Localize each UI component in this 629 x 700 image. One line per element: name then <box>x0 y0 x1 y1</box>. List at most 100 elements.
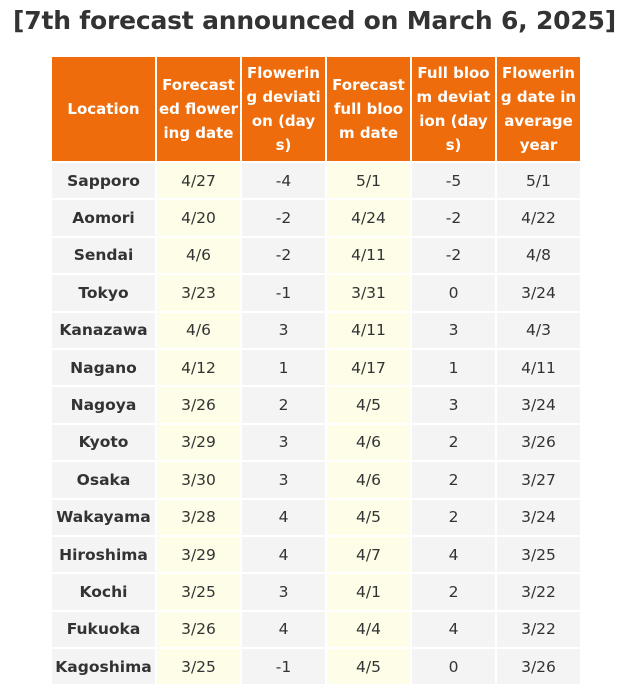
flowering-deviation-cell: -1 <box>242 275 325 311</box>
location-cell: Sapporo <box>52 163 155 199</box>
full-bloom-date-cell: 4/24 <box>327 200 410 236</box>
flowering-date-cell: 3/25 <box>157 649 240 685</box>
flowering-date-cell: 3/25 <box>157 574 240 610</box>
full-bloom-date-cell: 4/4 <box>327 611 410 648</box>
flowering-date-cell: 3/30 <box>157 462 240 498</box>
full-bloom-deviation-cell: 4 <box>412 611 495 648</box>
table-row: Sendai 4/6 -2 4/11 -2 4/8 <box>52 237 580 274</box>
table-row: Osaka 3/30 3 4/6 2 3/27 <box>52 462 580 498</box>
header-average-flowering-date: Flowering date in average year <box>497 57 580 161</box>
full-bloom-deviation-cell: 2 <box>412 574 495 610</box>
full-bloom-deviation-cell: 0 <box>412 649 495 685</box>
full-bloom-deviation-cell: 3 <box>412 387 495 423</box>
full-bloom-date-cell: 4/1 <box>327 574 410 610</box>
location-cell: Kochi <box>52 574 155 610</box>
flowering-deviation-cell: 1 <box>242 349 325 386</box>
full-bloom-date-cell: 4/7 <box>327 536 410 573</box>
average-date-cell: 3/24 <box>497 387 580 423</box>
flowering-deviation-cell: 3 <box>242 424 325 461</box>
location-cell: Kagoshima <box>52 649 155 685</box>
flowering-date-cell: 4/6 <box>157 312 240 348</box>
full-bloom-date-cell: 5/1 <box>327 163 410 199</box>
location-cell: Nagoya <box>52 387 155 423</box>
flowering-deviation-cell: 4 <box>242 611 325 648</box>
flowering-date-cell: 4/6 <box>157 237 240 274</box>
flowering-date-cell: 3/23 <box>157 275 240 311</box>
table-row: Aomori 4/20 -2 4/24 -2 4/22 <box>52 200 580 236</box>
table-row: Kyoto 3/29 3 4/6 2 3/26 <box>52 424 580 461</box>
table-row: Nagano 4/12 1 4/17 1 4/11 <box>52 349 580 386</box>
average-date-cell: 3/26 <box>497 649 580 685</box>
full-bloom-date-cell: 4/5 <box>327 499 410 535</box>
table-row: Kochi 3/25 3 4/1 2 3/22 <box>52 574 580 610</box>
flowering-deviation-cell: -2 <box>242 237 325 274</box>
header-forecasted-flowering-date: Forecasted flowering date <box>157 57 240 161</box>
location-cell: Kanazawa <box>52 312 155 348</box>
table-row: Hiroshima 3/29 4 4/7 4 3/25 <box>52 536 580 573</box>
full-bloom-date-cell: 4/17 <box>327 349 410 386</box>
header-location: Location <box>52 57 155 161</box>
full-bloom-deviation-cell: 0 <box>412 275 495 311</box>
flowering-deviation-cell: 2 <box>242 387 325 423</box>
flowering-date-cell: 4/12 <box>157 349 240 386</box>
average-date-cell: 3/24 <box>497 499 580 535</box>
full-bloom-deviation-cell: 2 <box>412 424 495 461</box>
table-row: Nagoya 3/26 2 4/5 3 3/24 <box>52 387 580 423</box>
flowering-date-cell: 3/28 <box>157 499 240 535</box>
full-bloom-date-cell: 4/5 <box>327 387 410 423</box>
full-bloom-date-cell: 4/6 <box>327 424 410 461</box>
location-cell: Kyoto <box>52 424 155 461</box>
average-date-cell: 5/1 <box>497 163 580 199</box>
table-row: Sapporo 4/27 -4 5/1 -5 5/1 <box>52 163 580 199</box>
full-bloom-date-cell: 4/11 <box>327 312 410 348</box>
average-date-cell: 4/11 <box>497 349 580 386</box>
full-bloom-deviation-cell: 1 <box>412 349 495 386</box>
table-row: Fukuoka 3/26 4 4/4 4 3/22 <box>52 611 580 648</box>
flowering-deviation-cell: -2 <box>242 200 325 236</box>
average-date-cell: 3/24 <box>497 275 580 311</box>
full-bloom-date-cell: 4/6 <box>327 462 410 498</box>
average-date-cell: 3/22 <box>497 574 580 610</box>
full-bloom-date-cell: 4/5 <box>327 649 410 685</box>
full-bloom-deviation-cell: 4 <box>412 536 495 573</box>
table-row: Wakayama 3/28 4 4/5 2 3/24 <box>52 499 580 535</box>
full-bloom-deviation-cell: 2 <box>412 462 495 498</box>
forecast-table: Location Forecasted flowering date Flowe… <box>50 55 582 686</box>
location-cell: Hiroshima <box>52 536 155 573</box>
header-full-bloom-deviation: Full bloom deviation (days) <box>412 57 495 161</box>
flowering-date-cell: 4/27 <box>157 163 240 199</box>
table-header: Location Forecasted flowering date Flowe… <box>52 57 580 161</box>
header-flowering-deviation: Flowering deviation (days) <box>242 57 325 161</box>
full-bloom-deviation-cell: -5 <box>412 163 495 199</box>
average-date-cell: 3/27 <box>497 462 580 498</box>
average-date-cell: 3/25 <box>497 536 580 573</box>
flowering-deviation-cell: -1 <box>242 649 325 685</box>
flowering-date-cell: 4/20 <box>157 200 240 236</box>
flowering-deviation-cell: -4 <box>242 163 325 199</box>
average-date-cell: 4/8 <box>497 237 580 274</box>
table-body: Sapporo 4/27 -4 5/1 -5 5/1 Aomori 4/20 -2 4/24 -2 4… <box>52 163 580 685</box>
flowering-deviation-cell: 3 <box>242 462 325 498</box>
location-cell: Nagano <box>52 349 155 386</box>
page-title: [7th forecast announced on March 6, 2025… <box>13 6 616 35</box>
table-row: Kagoshima 3/25 -1 4/5 0 3/26 <box>52 649 580 685</box>
flowering-date-cell: 3/26 <box>157 611 240 648</box>
flowering-deviation-cell: 3 <box>242 574 325 610</box>
flowering-deviation-cell: 3 <box>242 312 325 348</box>
full-bloom-date-cell: 4/11 <box>327 237 410 274</box>
flowering-date-cell: 3/26 <box>157 387 240 423</box>
average-date-cell: 3/22 <box>497 611 580 648</box>
location-cell: Tokyo <box>52 275 155 311</box>
full-bloom-deviation-cell: 2 <box>412 499 495 535</box>
full-bloom-date-cell: 3/31 <box>327 275 410 311</box>
location-cell: Wakayama <box>52 499 155 535</box>
table-row: Kanazawa 4/6 3 4/11 3 4/3 <box>52 312 580 348</box>
full-bloom-deviation-cell: -2 <box>412 237 495 274</box>
flowering-date-cell: 3/29 <box>157 424 240 461</box>
flowering-deviation-cell: 4 <box>242 499 325 535</box>
flowering-date-cell: 3/29 <box>157 536 240 573</box>
average-date-cell: 3/26 <box>497 424 580 461</box>
location-cell: Osaka <box>52 462 155 498</box>
header-row: Location Forecasted flowering date Flowe… <box>52 57 580 161</box>
table-row: Tokyo 3/23 -1 3/31 0 3/24 <box>52 275 580 311</box>
